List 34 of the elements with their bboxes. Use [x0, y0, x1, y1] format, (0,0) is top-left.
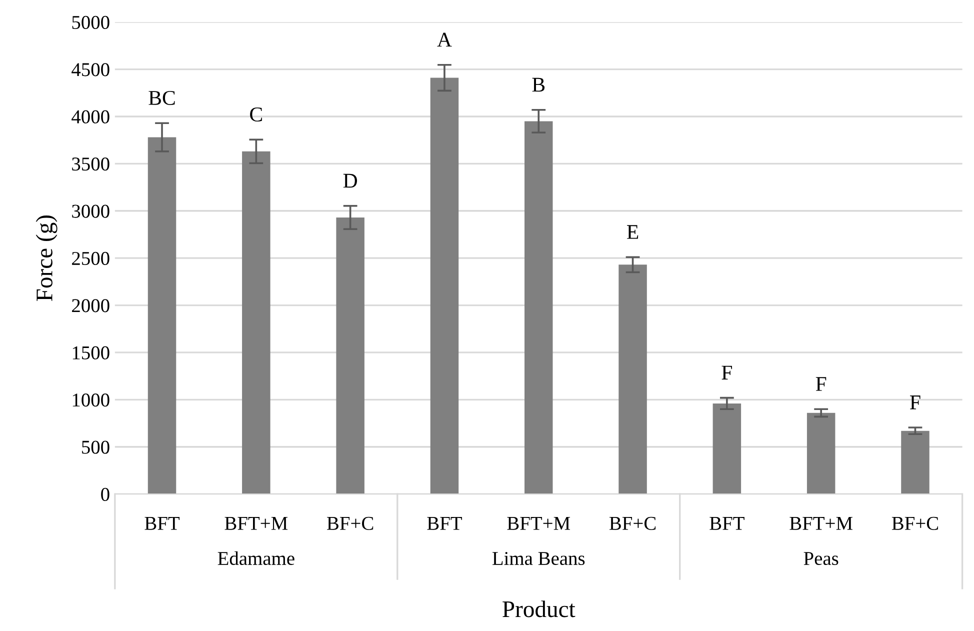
- y-tick-label: 3000: [72, 204, 110, 218]
- data-label: F: [816, 377, 826, 391]
- x-tick-label: BF+C: [892, 516, 938, 530]
- y-tick-label: 500: [82, 440, 110, 454]
- y-tick-label: 5000: [72, 16, 110, 30]
- y-tick-label: 2500: [72, 252, 110, 266]
- y-axis-title: Force (g): [36, 216, 58, 301]
- x-tick-label: BFT: [427, 517, 462, 530]
- data-label: D: [343, 174, 358, 188]
- x-tick-label: BF+C: [609, 516, 656, 530]
- x-axis-title: Product: [502, 600, 576, 618]
- data-label: A: [437, 32, 452, 47]
- x-tick-label: BFT+M: [790, 517, 852, 530]
- data-label: BC: [148, 90, 175, 105]
- x-tick-label: BFT: [710, 517, 744, 530]
- data-label: F: [722, 366, 732, 380]
- y-tick-label: 1000: [72, 393, 110, 407]
- y-tick-label: 4500: [72, 63, 110, 76]
- x-tick-label: BFT: [144, 517, 180, 530]
- y-tick-label: 3500: [72, 157, 110, 171]
- x-tick-label: BFT+M: [224, 517, 288, 530]
- data-label: F: [910, 396, 920, 410]
- x-tick-label: BF+C: [327, 516, 374, 530]
- data-label: B: [532, 78, 545, 92]
- text: Lima Beans: [492, 552, 585, 566]
- y-tick-label: 1500: [72, 346, 110, 360]
- y-tick-label: 0: [101, 488, 110, 502]
- y-tick-label: 2000: [72, 299, 110, 312]
- data-label: C: [250, 107, 262, 122]
- x-tick-label: BFT+M: [507, 517, 570, 530]
- text: Edamame: [218, 551, 294, 566]
- data-label: E: [627, 225, 638, 239]
- y-tick-label: 4000: [72, 110, 110, 124]
- text: Peas: [804, 552, 838, 566]
